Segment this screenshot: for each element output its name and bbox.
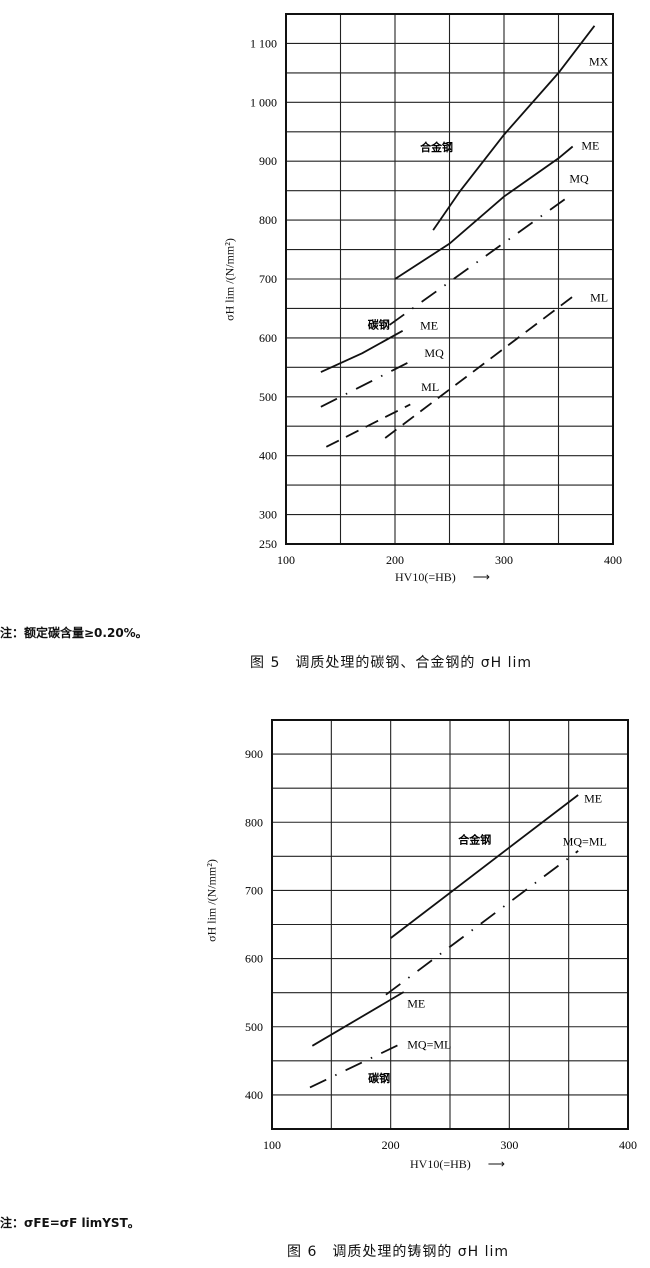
- chart2-y-tick-label: 800: [245, 815, 263, 829]
- chart2-x-tick-label: 400: [619, 1138, 637, 1152]
- chart1-series-carbon-ml: [325, 403, 411, 448]
- chart2-y-tick-label: 400: [245, 1088, 263, 1102]
- chart1-annotation: ML: [590, 290, 608, 304]
- chart2-x-axis-label-text: HV10(=HB): [410, 1157, 471, 1171]
- chart1-series-alloy-ml: [384, 295, 574, 439]
- chart1-annotation: ME: [581, 138, 599, 152]
- chart2-y-tick-label: 900: [245, 747, 263, 761]
- chart1-y-tick-label: 900: [259, 154, 277, 168]
- chart2-annotation: ME: [407, 997, 425, 1011]
- chart1-annotation: MX: [589, 55, 609, 69]
- chart1-y-tick-label: 600: [259, 331, 277, 345]
- chart1-y-tick-label: 700: [259, 272, 277, 286]
- chart1-y-tick-label: 400: [259, 449, 277, 463]
- chart2-y-axis-label: σH lim /(N/mm²): [204, 859, 219, 942]
- chart1-x-tick-label: 400: [604, 553, 622, 567]
- chart1-series-alloy-me: [394, 145, 574, 280]
- figure6-note: 注：σFE=σF limYST。: [0, 1216, 140, 1230]
- chart2-annotation: ME: [584, 791, 602, 805]
- chart2-series-carbon-me: [311, 991, 405, 1047]
- chart1-annotation: ML: [421, 380, 439, 394]
- figure6-caption: 图 6 调质处理的铸钢的 σH lim: [287, 1244, 510, 1260]
- chart1-y-tick-label: 250: [259, 537, 277, 551]
- chart2-y-tick-label: 500: [245, 1020, 263, 1034]
- chart1-series-carbon-me: [320, 330, 404, 373]
- chart1-x-tick-label: 100: [277, 553, 295, 567]
- figure5-caption: 图 5 调质处理的碳钢、合金钢的 σH lim: [250, 655, 533, 671]
- chart1-annotation: ME: [420, 319, 438, 333]
- chart2-x-tick-label: 200: [382, 1138, 400, 1152]
- arrow-right-icon: ⟶: [487, 1157, 505, 1171]
- chart2-plot-frame: [271, 719, 629, 1130]
- chart2-series-alloy-me: [390, 794, 579, 939]
- chart2-series-alloy-mq-ml: [385, 850, 579, 996]
- chart1-y-tick-label: 800: [259, 213, 277, 227]
- chart1-x-tick-label: 300: [495, 553, 513, 567]
- chart1-y-tick-label: 300: [259, 508, 277, 522]
- chart1-series-alloy-mx: [432, 25, 596, 231]
- chart1-annotation: MQ: [424, 346, 444, 360]
- chart2-x-tick-label: 300: [500, 1138, 518, 1152]
- chart1-y-tick-label: 1 000: [250, 95, 277, 109]
- arrow-right-icon: ⟶: [472, 570, 490, 584]
- chart1-x-axis-label: HV10(=HB) ⟶: [395, 570, 490, 585]
- chart1-series-alloy-mq: [389, 192, 574, 326]
- chart2-x-axis-label: HV10(=HB) ⟶: [410, 1157, 505, 1172]
- chart1-x-tick-label: 200: [386, 553, 404, 567]
- chart2-series-carbon-mq-ml: [309, 1041, 405, 1089]
- chart1-y-axis-label: σH lim /(N/mm²): [222, 238, 237, 321]
- chart2-annotation: 合金钢: [458, 832, 491, 846]
- chart2-annotation: MQ=ML: [563, 834, 607, 848]
- chart1-x-axis-label-text: HV10(=HB): [395, 570, 456, 584]
- chart2-y-tick-label: 600: [245, 952, 263, 966]
- chart2-annotation: 碳钢: [368, 1071, 390, 1085]
- chart2-annotation: MQ=ML: [407, 1037, 451, 1051]
- chart2-y-tick-label: 700: [245, 883, 263, 897]
- chart1-plot-frame: [285, 13, 614, 545]
- figure5-note: 注：额定碳含量≥0.20%。: [0, 626, 148, 640]
- chart1-series-carbon-mq: [320, 360, 411, 408]
- chart1-y-tick-label: 500: [259, 390, 277, 404]
- chart1-annotation: MQ: [569, 171, 589, 185]
- chart2-x-tick-label: 100: [263, 1138, 281, 1152]
- chart1-y-tick-label: 1 100: [250, 36, 277, 50]
- chart1-annotation: 碳钢: [368, 317, 390, 331]
- chart1-annotation: 合金钢: [420, 140, 453, 154]
